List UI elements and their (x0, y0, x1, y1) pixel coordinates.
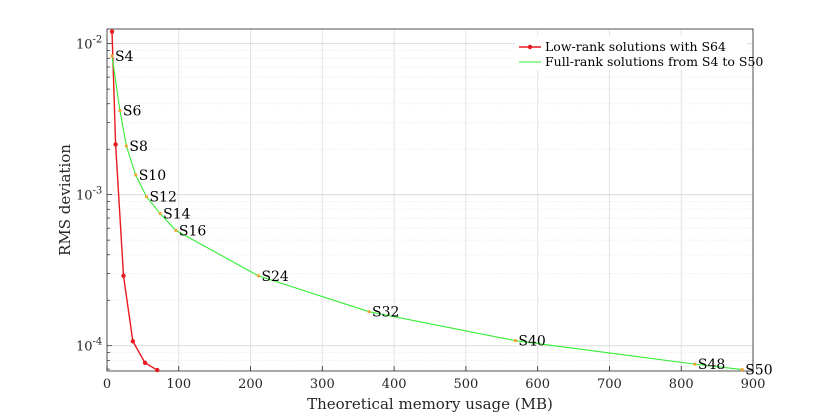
data-point-low-rank (142, 360, 148, 366)
point-label: S8 (129, 139, 148, 155)
x-tick-label: 100 (166, 377, 191, 392)
x-tick-label: 200 (238, 377, 263, 392)
x-tick-label: 900 (741, 377, 766, 392)
grid (106, 29, 754, 371)
legend-entry-full-rank: Full-rank solutions from S4 to S50 (545, 54, 763, 69)
series-line-low-rank (111, 31, 158, 371)
data-point-full-rank (367, 310, 371, 314)
y-tick-label: 10-3 (76, 186, 102, 204)
point-label: S24 (261, 269, 288, 285)
point-label: S10 (139, 168, 166, 184)
legend-entry-low-rank: Low-rank solutions with S64 (545, 39, 726, 54)
point-label: S16 (179, 223, 206, 239)
point-label: S6 (123, 104, 142, 120)
x-tick-label: 500 (453, 377, 478, 392)
data-point-full-rank (124, 144, 128, 148)
data-point-low-rank (109, 29, 115, 34)
point-label: S50 (745, 363, 772, 379)
data-point-full-rank (513, 339, 518, 343)
x-tick-label: 0 (103, 377, 111, 392)
data-point-low-rank (113, 142, 118, 147)
data-point-full-rank (110, 54, 114, 58)
x-tick-label: 300 (310, 377, 335, 392)
data-point-full-rank (134, 173, 138, 177)
x-tick-label: 600 (525, 377, 550, 392)
data-point-low-rank (121, 273, 126, 279)
point-label: S4 (115, 49, 134, 65)
series-layer (109, 29, 744, 373)
legend: Low-rank solutions with S64 Full-rank so… (515, 36, 763, 70)
x-tick-label: 400 (382, 377, 407, 392)
y-axis-label: RMS deviation (56, 144, 74, 256)
point-label: S32 (372, 305, 399, 321)
point-label: S48 (698, 357, 725, 373)
data-point-low-rank (130, 339, 136, 344)
y-tick-label: 10-2 (76, 35, 102, 53)
data-point-full-rank (256, 274, 261, 278)
data-point-full-rank (144, 195, 149, 199)
plot-frame (106, 28, 754, 372)
x-tick-label: 800 (669, 377, 694, 392)
data-point-full-rank (158, 211, 162, 216)
ticks: 0 100 200 300 400 500 600 700 800 900 10-2 10-3 10-4 (76, 35, 765, 392)
legend-box (515, 36, 747, 70)
data-point-full-rank (118, 109, 122, 113)
point-label: S40 (518, 334, 545, 350)
data-point-full-rank (693, 362, 697, 366)
x-axis-label: Theoretical memory usage (MB) (307, 395, 553, 413)
point-label: S12 (149, 190, 176, 206)
data-point-full-rank (174, 228, 178, 233)
legend-marker-low-rank (527, 44, 533, 50)
x-tick-label: 700 (597, 377, 622, 392)
data-point-full-rank (740, 367, 744, 372)
point-label: S14 (163, 207, 190, 223)
data-point-low-rank (155, 367, 160, 373)
series-line-full-rank (111, 55, 743, 371)
y-tick-label: 10-4 (76, 337, 102, 355)
